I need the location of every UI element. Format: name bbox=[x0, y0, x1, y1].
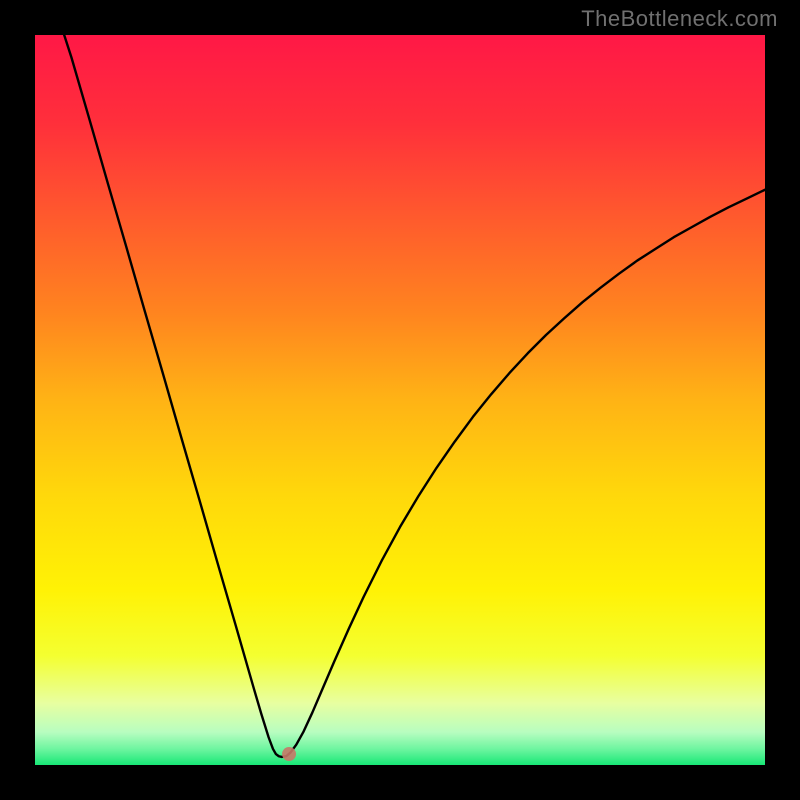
plot-svg bbox=[35, 35, 765, 765]
optimal-point-marker bbox=[282, 747, 296, 761]
plot-area bbox=[35, 35, 765, 765]
gradient-background bbox=[35, 35, 765, 765]
watermark-text: TheBottleneck.com bbox=[581, 6, 778, 32]
